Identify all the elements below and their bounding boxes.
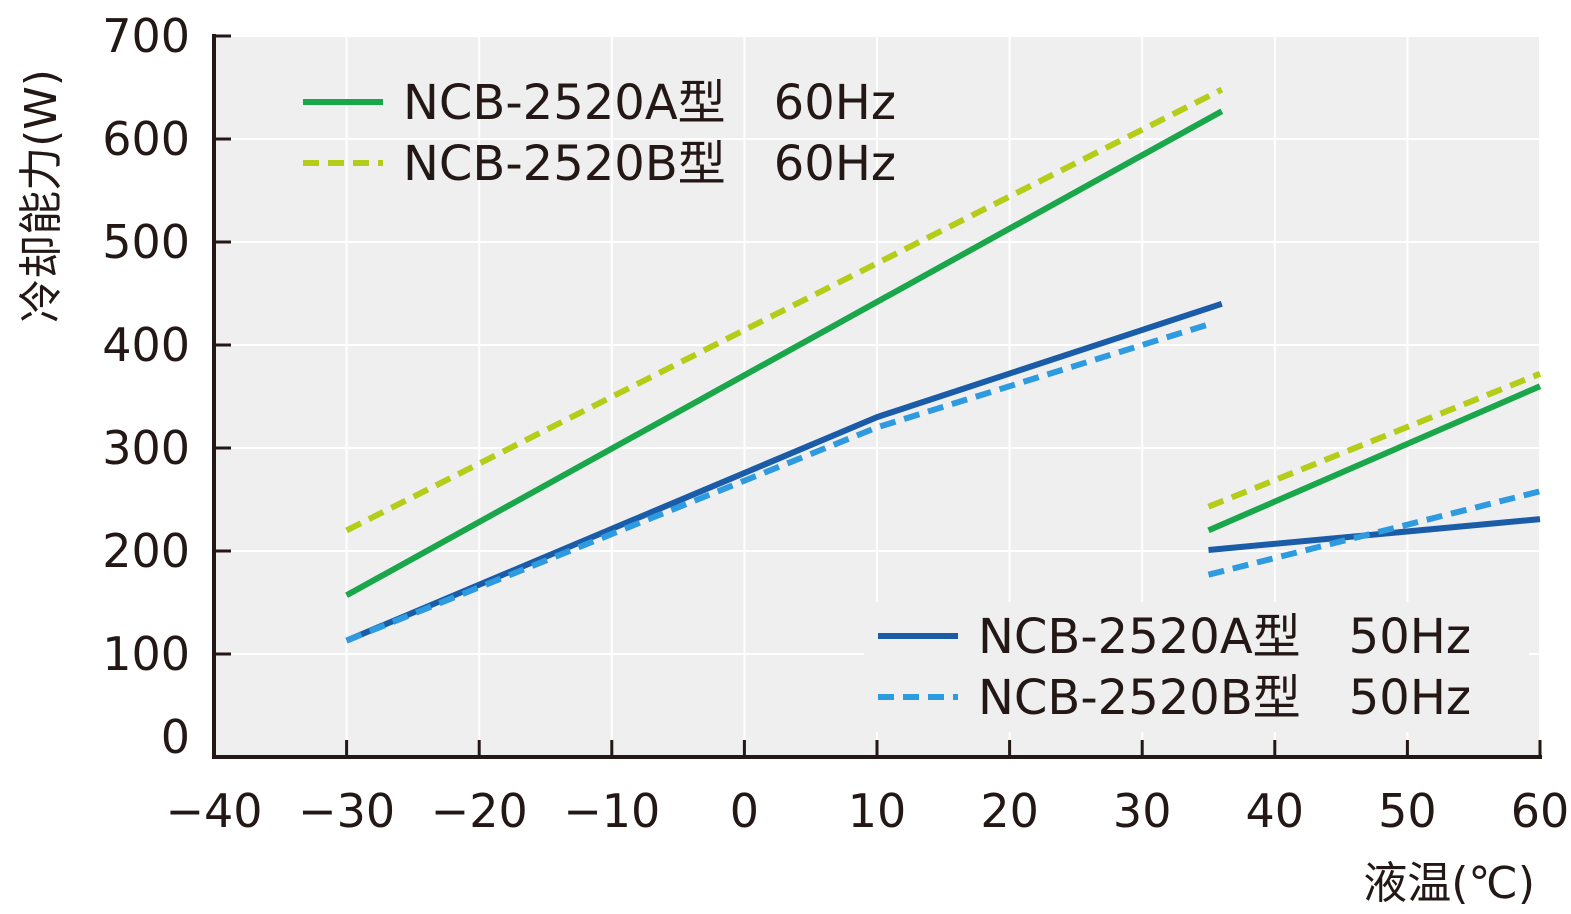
series-0-line-0 — [345, 108, 1224, 598]
x-axis-title: 液温(℃) — [1363, 858, 1535, 909]
x-tick-label-4: 0 — [730, 784, 759, 838]
x-tick-label-8: 40 — [1246, 784, 1305, 838]
y-tick-label-3: 300 — [102, 421, 190, 475]
series-3-line-0 — [345, 321, 1210, 644]
x-tick-labels: −40 −30 −20 −10 0 10 20 30 40 50 60 — [165, 784, 1569, 838]
y-tick-label-5: 500 — [102, 215, 190, 269]
legend-background — [864, 602, 1529, 732]
y-tick-label-4: 400 — [102, 318, 190, 372]
y-tick-label-1: 100 — [102, 627, 190, 681]
axes — [212, 34, 1542, 759]
series-1-line-1 — [1207, 371, 1542, 510]
series-0-line-1 — [1207, 383, 1542, 534]
y-tick-label-2: 200 — [102, 524, 190, 578]
series-1-line-0 — [345, 86, 1224, 534]
series-lines — [345, 86, 1542, 644]
y-tick-label-7: 700 — [102, 9, 190, 63]
series-2-line-0 — [345, 300, 1223, 644]
x-tick-label-1: −30 — [298, 784, 395, 838]
x-tick-label-9: 50 — [1378, 784, 1437, 838]
x-tick-label-3: −10 — [563, 784, 660, 838]
series-3-line-1 — [1207, 488, 1541, 578]
legend-label-3: NCB-2520B型 50Hz — [978, 670, 1471, 726]
x-tick-label-0: −40 — [165, 784, 262, 838]
legend-label-1: NCB-2520B型 60Hz — [403, 136, 896, 192]
legend-label-2: NCB-2520A型 50Hz — [978, 609, 1471, 665]
x-tick-label-10: 60 — [1511, 784, 1570, 838]
series-2-line-1 — [1208, 516, 1541, 553]
x-tick-label-6: 20 — [980, 784, 1039, 838]
y-tick-labels: 0 100 200 300 400 500 600 700 — [102, 9, 190, 764]
y-tick-label-6: 600 — [102, 112, 190, 166]
y-axis-title: 冷却能力(W) — [16, 69, 67, 323]
x-tick-label-7: 30 — [1113, 784, 1172, 838]
legend-label-0: NCB-2520A型 60Hz — [403, 75, 896, 131]
x-tick-label-2: −20 — [431, 784, 528, 838]
y-tick-label-0: 0 — [161, 710, 190, 764]
x-tick-label-5: 10 — [848, 784, 907, 838]
